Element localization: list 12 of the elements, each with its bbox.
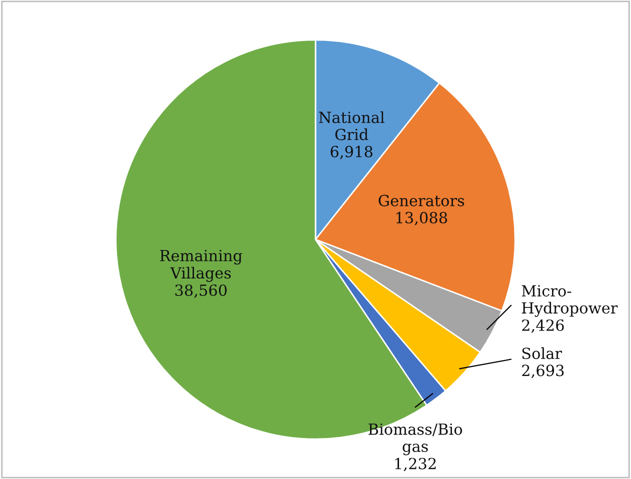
data-label: 38,560 <box>175 284 227 298</box>
slice-label: Micro- Hydropower <box>522 285 618 317</box>
slice-label: Solar <box>522 347 562 360</box>
slice-label: Remaining Villages <box>160 250 242 282</box>
data-label: 13,088 <box>396 212 448 226</box>
data-label: 6,918 <box>330 146 372 160</box>
data-label: 1,232 <box>395 458 436 472</box>
data-label: 2,426 <box>522 319 564 333</box>
slice-label: National Grid <box>319 111 384 140</box>
slice-label: Biomass/Bio gas <box>368 423 462 456</box>
data-label: 2,693 <box>522 364 564 378</box>
slice-label: Generators <box>378 194 464 206</box>
